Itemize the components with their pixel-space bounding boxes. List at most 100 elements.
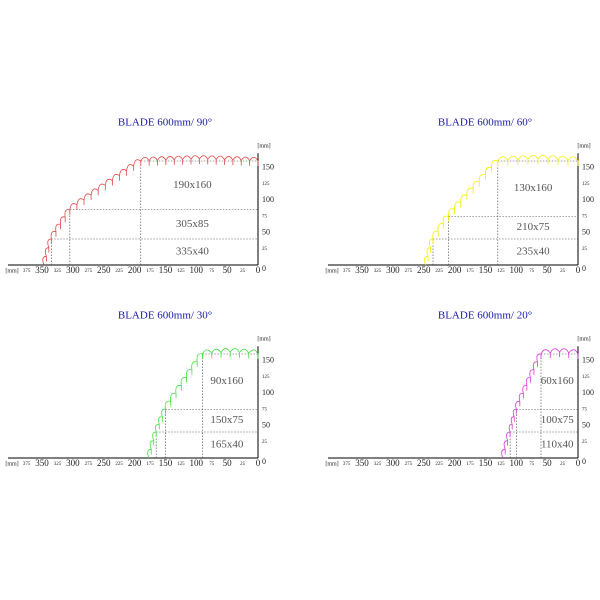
y-tick-label: 150 xyxy=(582,162,594,171)
x-tick-label: 50 xyxy=(223,265,233,275)
y-tick-label: 0 xyxy=(582,264,586,273)
y-tick-label: 125 xyxy=(262,375,270,380)
capacity-label: 90x160 xyxy=(210,375,244,387)
x-tick-label: 0 xyxy=(576,458,581,468)
x-tick-label: 225 xyxy=(435,462,443,467)
x-tick-label: 275 xyxy=(405,269,413,274)
y-tick-label: 100 xyxy=(582,388,594,397)
y-unit: [mm] xyxy=(257,143,270,149)
y-tick-label: 150 xyxy=(582,355,594,364)
x-tick-label: 325 xyxy=(374,269,382,274)
y-tick-label: 50 xyxy=(582,227,590,236)
y-tick-label: 50 xyxy=(582,420,590,429)
x-tick-label: 375 xyxy=(23,462,31,467)
x-tick-label: 75 xyxy=(209,462,215,467)
y-tick-label: 75 xyxy=(262,214,268,219)
x-tick-label: 300 xyxy=(66,458,80,468)
x-tick-label: 375 xyxy=(23,269,31,274)
y-tick-label: 0 xyxy=(262,457,266,466)
x-tick-label: 225 xyxy=(115,462,123,467)
capacity-label: 165x40 xyxy=(210,439,244,451)
x-tick-label: 100 xyxy=(190,458,204,468)
capacity-label: 335x40 xyxy=(176,246,210,258)
x-tick-label: 50 xyxy=(543,458,553,468)
x-tick-label: 175 xyxy=(146,269,154,274)
y-tick-label: 25 xyxy=(582,247,588,252)
y-tick-label: 25 xyxy=(262,247,268,252)
x-tick-label: 325 xyxy=(54,462,62,467)
cut-envelope xyxy=(147,348,259,459)
capacity-label: 60x160 xyxy=(541,375,575,387)
x-tick-label: 200 xyxy=(448,265,462,275)
x-tick-label: 100 xyxy=(510,265,524,275)
cut-envelope xyxy=(424,154,579,266)
x-tick-label: 25 xyxy=(240,269,246,274)
x-tick-label: 225 xyxy=(115,269,123,274)
x-tick-label: 275 xyxy=(405,462,413,467)
capacity-label: 130x160 xyxy=(514,182,553,194)
x-tick-label: 350 xyxy=(35,458,49,468)
x-tick-label: 75 xyxy=(209,269,215,274)
x-tick-label: 300 xyxy=(66,265,80,275)
panel-title: BLADE 600mm/ 60° xyxy=(438,117,532,129)
x-unit: [mm] xyxy=(5,268,18,274)
y-unit: [mm] xyxy=(257,336,270,342)
y-tick-label: 75 xyxy=(582,407,588,412)
cut-envelope xyxy=(42,155,259,266)
x-tick-label: 175 xyxy=(466,462,474,467)
y-tick-label: 0 xyxy=(262,264,266,273)
x-tick-label: 375 xyxy=(343,462,351,467)
x-tick-label: 275 xyxy=(85,269,93,274)
y-tick-label: 150 xyxy=(262,162,274,171)
x-tick-label: 350 xyxy=(355,265,369,275)
panel: BLADE 600mm/ 60° [mm] [mm] 375 350 325 300 275 2… xyxy=(325,117,594,276)
x-tick-label: 300 xyxy=(386,265,400,275)
x-tick-label: 0 xyxy=(256,458,261,468)
x-tick-label: 250 xyxy=(417,458,431,468)
y-tick-label: 0 xyxy=(582,457,586,466)
x-unit: [mm] xyxy=(5,461,18,467)
x-tick-label: 25 xyxy=(560,269,566,274)
panel-title: BLADE 600mm/ 30° xyxy=(118,310,212,322)
x-tick-label: 300 xyxy=(386,458,400,468)
x-tick-label: 325 xyxy=(374,462,382,467)
x-unit: [mm] xyxy=(325,268,338,274)
y-tick-label: 75 xyxy=(262,407,268,412)
x-tick-label: 150 xyxy=(479,458,493,468)
y-tick-label: 100 xyxy=(262,195,274,204)
x-tick-label: 125 xyxy=(177,462,185,467)
x-tick-label: 200 xyxy=(448,458,462,468)
capacity-label: 235x40 xyxy=(517,246,551,258)
x-tick-label: 175 xyxy=(466,269,474,274)
y-tick-label: 25 xyxy=(582,440,588,445)
y-unit: [mm] xyxy=(577,336,590,342)
x-tick-label: 50 xyxy=(543,265,553,275)
x-tick-label: 75 xyxy=(529,462,535,467)
x-tick-label: 125 xyxy=(497,462,505,467)
x-tick-label: 375 xyxy=(343,269,351,274)
x-tick-label: 0 xyxy=(256,265,261,275)
x-tick-label: 100 xyxy=(190,265,204,275)
capacity-label: 110x40 xyxy=(541,439,574,451)
panel: BLADE 600mm/ 20° [mm] [mm] 375 350 325 300 275 2… xyxy=(325,310,594,469)
x-tick-label: 350 xyxy=(35,265,49,275)
y-unit: [mm] xyxy=(577,143,590,149)
y-tick-label: 50 xyxy=(262,227,270,236)
panel-title: BLADE 600mm/ 90° xyxy=(118,117,212,129)
y-tick-label: 75 xyxy=(582,214,588,219)
x-tick-label: 150 xyxy=(159,265,173,275)
x-tick-label: 175 xyxy=(146,462,154,467)
x-tick-label: 50 xyxy=(223,458,233,468)
x-tick-label: 250 xyxy=(417,265,431,275)
y-tick-label: 125 xyxy=(582,182,590,187)
x-tick-label: 125 xyxy=(497,269,505,274)
capacity-label: 190x160 xyxy=(173,179,212,191)
x-tick-label: 25 xyxy=(240,462,246,467)
capacity-label: 210x75 xyxy=(517,221,551,233)
y-tick-label: 25 xyxy=(262,440,268,445)
y-tick-label: 125 xyxy=(582,375,590,380)
x-unit: [mm] xyxy=(325,461,338,467)
cut-envelope xyxy=(501,348,579,459)
x-tick-label: 250 xyxy=(97,265,111,275)
